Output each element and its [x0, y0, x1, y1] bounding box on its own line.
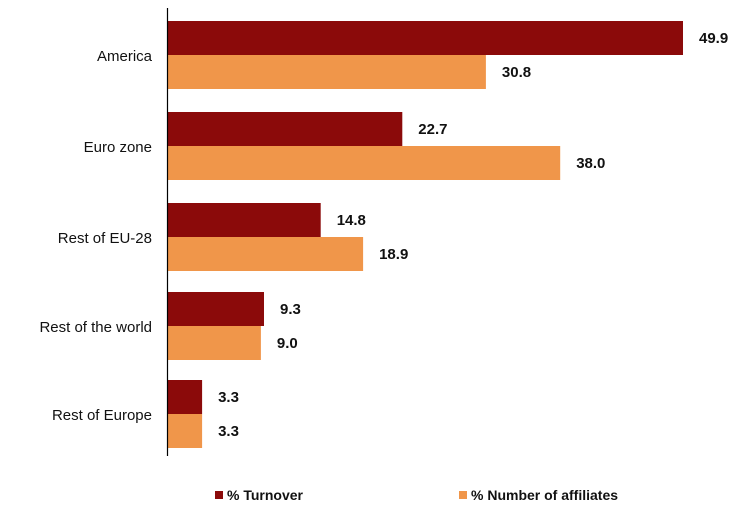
- bars-group: [168, 21, 683, 448]
- value-label-turnover-rest-of-eu-28: 14.8: [337, 212, 366, 229]
- legend-item-turnover: % Turnover: [215, 487, 303, 503]
- bar-turnover-rest-of-eu-28: [168, 203, 321, 237]
- category-label-rest-of-the-world: Rest of the world: [39, 319, 152, 336]
- bar-number-of-affiliates-rest-of-the-world: [168, 326, 261, 360]
- category-labels: America Euro zone Rest of EU-28 Rest of the…: [39, 48, 152, 424]
- legend-item-affiliates: % Number of affiliates: [459, 487, 618, 503]
- bar-number-of-affiliates-euro-zone: [168, 146, 561, 180]
- value-label-turnover-rest-of-europe: 3.3: [218, 389, 239, 406]
- value-labels: 49.9 30.8 22.7 38.0 14.8 18.9 9.3 9.0 3.3 3.3: [218, 30, 728, 440]
- category-label-america: America: [97, 48, 153, 65]
- value-label-turnover-america: 49.9: [699, 30, 728, 47]
- legend-swatch-affiliates: [459, 491, 467, 499]
- category-label-rest-of-eu-28: Rest of EU-28: [58, 230, 152, 247]
- value-label-number-of-affiliates-rest-of-eu-28: 18.9: [379, 246, 408, 263]
- bar-turnover-america: [168, 21, 683, 55]
- value-label-number-of-affiliates-america: 30.8: [502, 64, 531, 81]
- legend-label-affiliates: % Number of affiliates: [471, 487, 619, 503]
- value-label-number-of-affiliates-euro-zone: 38.0: [576, 155, 605, 172]
- value-label-number-of-affiliates-rest-of-europe: 3.3: [218, 423, 239, 440]
- value-label-turnover-rest-of-the-world: 9.3: [280, 301, 301, 318]
- value-label-number-of-affiliates-rest-of-the-world: 9.0: [277, 335, 298, 352]
- category-label-euro-zone: Euro zone: [84, 139, 152, 156]
- bar-turnover-rest-of-europe: [168, 380, 203, 414]
- legend-swatch-turnover: [215, 491, 223, 499]
- legend-label-turnover: % Turnover: [227, 487, 303, 503]
- category-label-rest-of-europe: Rest of Europe: [52, 407, 152, 424]
- legend: % Turnover % Number of affiliates: [0, 487, 738, 509]
- bar-number-of-affiliates-america: [168, 55, 486, 89]
- bar-turnover-rest-of-the-world: [168, 292, 264, 326]
- bar-number-of-affiliates-rest-of-europe: [168, 414, 203, 448]
- value-label-turnover-euro-zone: 22.7: [418, 121, 447, 138]
- bar-number-of-affiliates-rest-of-eu-28: [168, 237, 364, 271]
- bar-turnover-euro-zone: [168, 112, 403, 146]
